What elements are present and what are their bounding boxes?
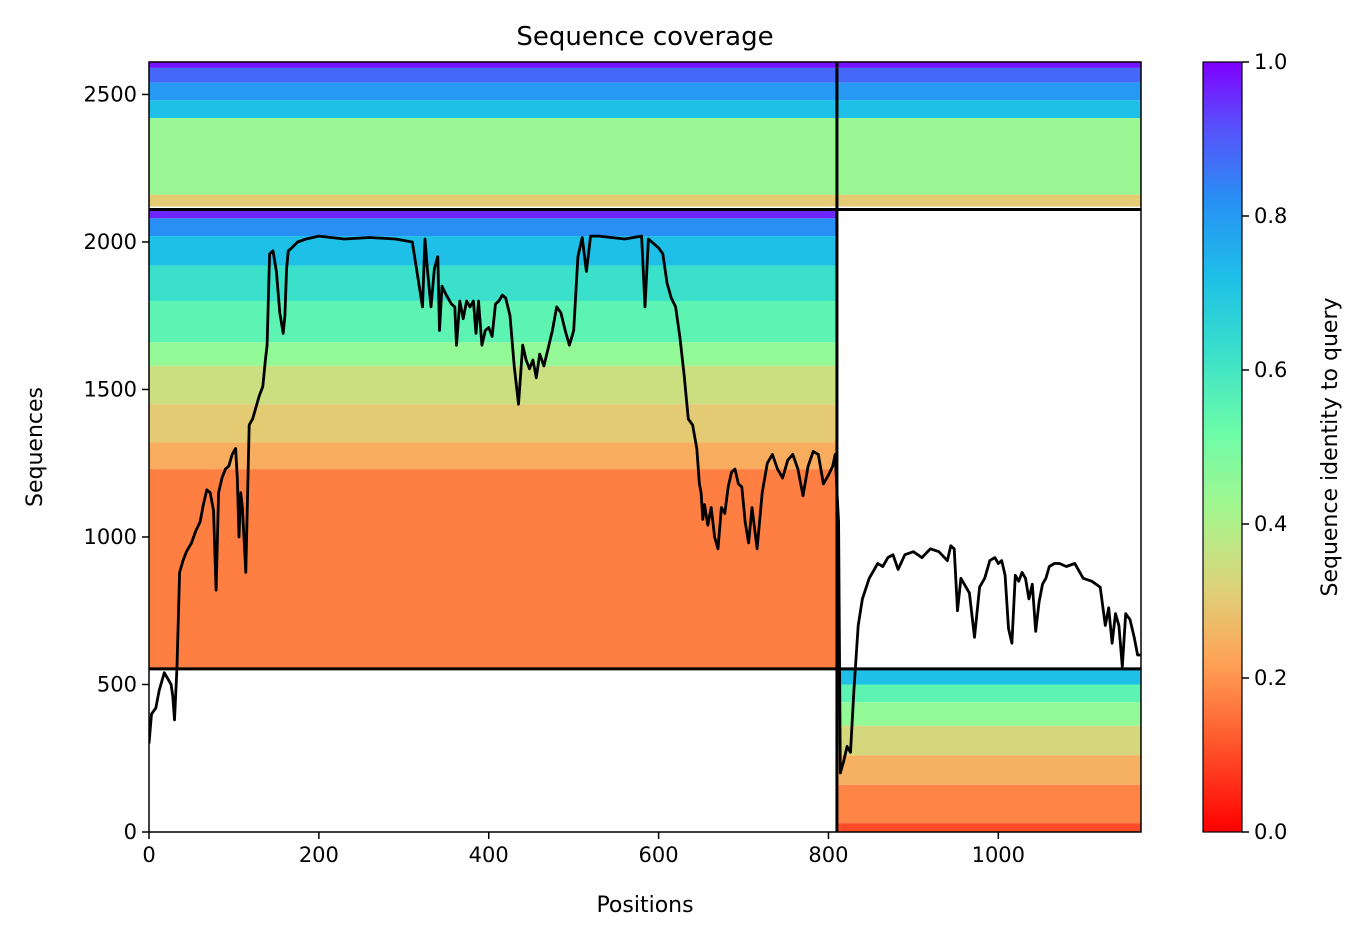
x-tick-label: 0: [142, 843, 155, 867]
identity-band: [149, 100, 1141, 119]
bottom-right-block: [836, 668, 1141, 832]
x-tick-label: 200: [299, 843, 339, 867]
y-axis-ticks: 0 500 1000 1500 2000 2500: [84, 82, 149, 844]
y-axis-label: Sequences: [23, 387, 48, 507]
x-tick-label: 600: [639, 843, 679, 867]
x-axis-label: Positions: [596, 893, 693, 918]
x-tick-label: 400: [469, 843, 509, 867]
y-tick-label: 1000: [84, 525, 137, 549]
identity-band: [149, 209, 837, 219]
y-tick-label: 1500: [84, 377, 137, 401]
block-boundaries: [149, 62, 1141, 832]
identity-band: [149, 118, 1141, 195]
identity-band: [149, 342, 837, 366]
identity-band: [149, 82, 1141, 101]
identity-band: [149, 442, 837, 470]
y-tick-label: 2500: [84, 82, 137, 106]
identity-band: [836, 784, 1141, 824]
x-tick-label: 1000: [972, 843, 1025, 867]
colorbar-label: Sequence identity to query: [1318, 297, 1343, 596]
identity-band: [836, 823, 1141, 832]
x-axis-ticks: 0 200 400 600 800 1000: [142, 832, 1025, 867]
colorbar-tick-label: 0.4: [1254, 512, 1287, 536]
middle-left-block: [149, 209, 837, 669]
identity-band: [149, 404, 837, 443]
coverage-line-layer: [149, 234, 1141, 775]
identity-band: [149, 236, 837, 266]
identity-band: [836, 702, 1141, 726]
colorbar-tick-label: 1.0: [1254, 50, 1287, 74]
y-tick-label: 2000: [84, 230, 137, 254]
identity-band: [149, 218, 837, 237]
alignment-blocks: [149, 62, 1141, 832]
identity-band: [836, 755, 1141, 785]
plot-frame: [148, 61, 1142, 833]
identity-band: [149, 194, 1141, 207]
identity-band: [149, 469, 837, 669]
x-tick-label: 800: [808, 843, 848, 867]
identity-band: [149, 365, 837, 405]
y-tick-label: 500: [97, 672, 137, 696]
identity-band: [836, 668, 1141, 685]
coverage-line: [149, 234, 1141, 775]
identity-band: [836, 725, 1141, 756]
colorbar-ticks: 0.0 0.2 0.4 0.6 0.8 1.0: [1242, 50, 1287, 844]
y-tick-label: 0: [124, 820, 137, 844]
colorbar-tick-label: 0.8: [1254, 204, 1287, 228]
colorbar-tick-label: 0.0: [1254, 820, 1287, 844]
top-full-block: [149, 62, 1141, 207]
identity-band: [149, 62, 1141, 68]
colorbar: [1202, 61, 1243, 833]
colorbar-tick-label: 0.6: [1254, 358, 1287, 382]
chart-title: Sequence coverage: [516, 22, 773, 52]
identity-band: [149, 67, 1141, 83]
identity-band: [836, 684, 1141, 703]
identity-band: [149, 265, 837, 301]
colorbar-tick-label: 0.2: [1254, 666, 1287, 690]
